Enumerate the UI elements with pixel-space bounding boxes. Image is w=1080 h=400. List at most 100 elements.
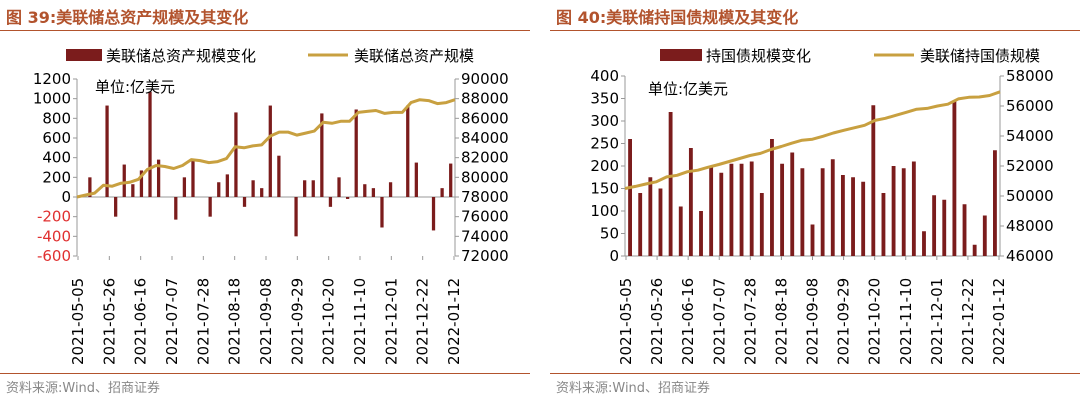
right-axis-tick-label: 56000 [1006,97,1054,115]
x-axis-tick-label: 2021-05-26 [648,278,666,365]
source-rule [550,373,1080,374]
right-axis-tick-label: 52000 [1006,157,1054,175]
bar [251,180,255,197]
x-axis-tick-label: 2022-01-12 [445,278,463,365]
bar [770,139,774,256]
bar [406,105,410,197]
bar [800,168,805,256]
bar [922,231,926,256]
bar [380,197,384,228]
title-rule [0,30,530,31]
x-axis-tick-label: 2021-09-29 [288,278,306,365]
right-axis-tick-label: 90000 [461,70,509,88]
figure-39-panel: 图 39:美联储总资产规模及其变化 -600 -400 -200 0 200 400 600… [0,0,530,400]
bar [780,163,785,256]
right-axis-tick-label: 76000 [461,208,509,226]
bar [830,159,835,256]
x-axis-tick-label: 2021-10-20 [866,278,884,365]
bar [881,193,886,256]
bar [861,181,866,256]
left-axis-tick-label: 600 [42,129,71,147]
bar [851,177,855,256]
series-line [76,98,456,199]
bar [431,197,436,231]
bar [242,197,247,207]
right-axis-tick-label: 88000 [461,90,509,108]
bar [363,184,367,197]
x-axis-tick-label: 2021-07-28 [741,278,759,365]
bar [699,211,703,256]
right-axis-tick-label: 54000 [1006,127,1054,145]
left-axis-tick-label: 300 [590,112,619,130]
x-axis-tick-label: 2021-10-20 [320,278,338,365]
bar [414,162,418,197]
bar [320,113,324,197]
legend-bar-swatch [660,49,702,61]
x-axis-tick-label: 2021-07-28 [194,278,212,365]
left-axis-tick-label: 0 [609,247,619,265]
unit-label: 单位:亿美元 [648,80,728,98]
left-axis-tick-label: 350 [590,90,619,108]
x-axis-tick-label: 2021-06-16 [679,278,697,365]
bar [719,172,724,256]
unit-label: 单位:亿美元 [95,78,175,96]
left-axis-tick-label: 100 [590,202,619,220]
bar [871,105,876,256]
x-axis-tick-label: 2021-05-26 [100,278,118,365]
legend-bar-label: 美联储总资产规模变化 [106,47,256,65]
chart-svg: 0 50 100 150 200 250 300 350 400 46000 48000 50000 5… [590,47,1054,365]
right-axis-tick-label: 74000 [461,227,509,245]
legend-bar-swatch [66,49,102,61]
series-line [624,90,1001,190]
right-axis-tick-label: 72000 [461,247,509,265]
left-axis-tick-label: 50 [600,225,619,243]
right-axis-tick-label: 80000 [461,168,509,186]
source-note: 资料来源:Wind、招商证券 [556,381,711,396]
bar [388,182,393,197]
x-axis-tick-label: 2021-12-01 [382,278,400,365]
bar [678,206,683,256]
bar [148,91,152,197]
bar [354,109,358,197]
right-axis-tick-label: 50000 [1006,187,1054,205]
bar [217,182,221,197]
bar [174,197,178,220]
x-axis-tick-label: 2022-01-12 [990,278,1008,365]
bar [156,159,161,197]
left-axis-tick-label: 200 [590,157,619,175]
bar [759,193,764,256]
bar [952,100,957,256]
bar [337,177,341,197]
left-axis-tick-label: -400 [37,227,71,245]
bar [440,188,444,197]
left-axis-tick-label: 800 [42,109,71,127]
bar [891,166,896,256]
figure-40-panel: 图 40:美联储持国债规模及其变化 0 50 100 150 200 250 300 350 4… [550,0,1080,400]
x-axis-tick-label: 2021-12-22 [414,278,432,365]
bar [840,175,845,256]
source-note: 资料来源:Wind、招商证券 [6,381,161,396]
x-axis-tick-label: 2021-05-05 [617,278,635,365]
x-axis-tick-label: 2021-09-08 [804,278,822,365]
x-axis-tick-label: 2021-08-18 [226,278,244,365]
bar [668,112,673,256]
right-axis-tick-label: 46000 [1006,247,1054,265]
figure-title: 图 39:美联储总资产规模及其变化 [6,8,249,27]
bar [658,188,663,256]
x-axis-tick-label: 2021-12-01 [928,278,946,365]
x-axis-tick-label: 2021-09-08 [257,278,275,365]
left-axis-tick-label: 150 [590,180,619,198]
x-axis-tick-label: 2021-12-22 [959,278,977,365]
bar [982,215,987,256]
legend-line-label: 美联储总资产规模 [354,47,474,65]
left-axis-tick-label: 200 [42,168,71,186]
left-axis-tick-label: 400 [590,67,619,85]
bar [105,105,109,197]
bar [122,164,126,197]
bar [191,158,195,197]
bar [638,193,643,256]
bar [790,152,795,256]
bar [628,139,632,256]
bar [234,112,238,197]
source-rule [0,373,530,374]
